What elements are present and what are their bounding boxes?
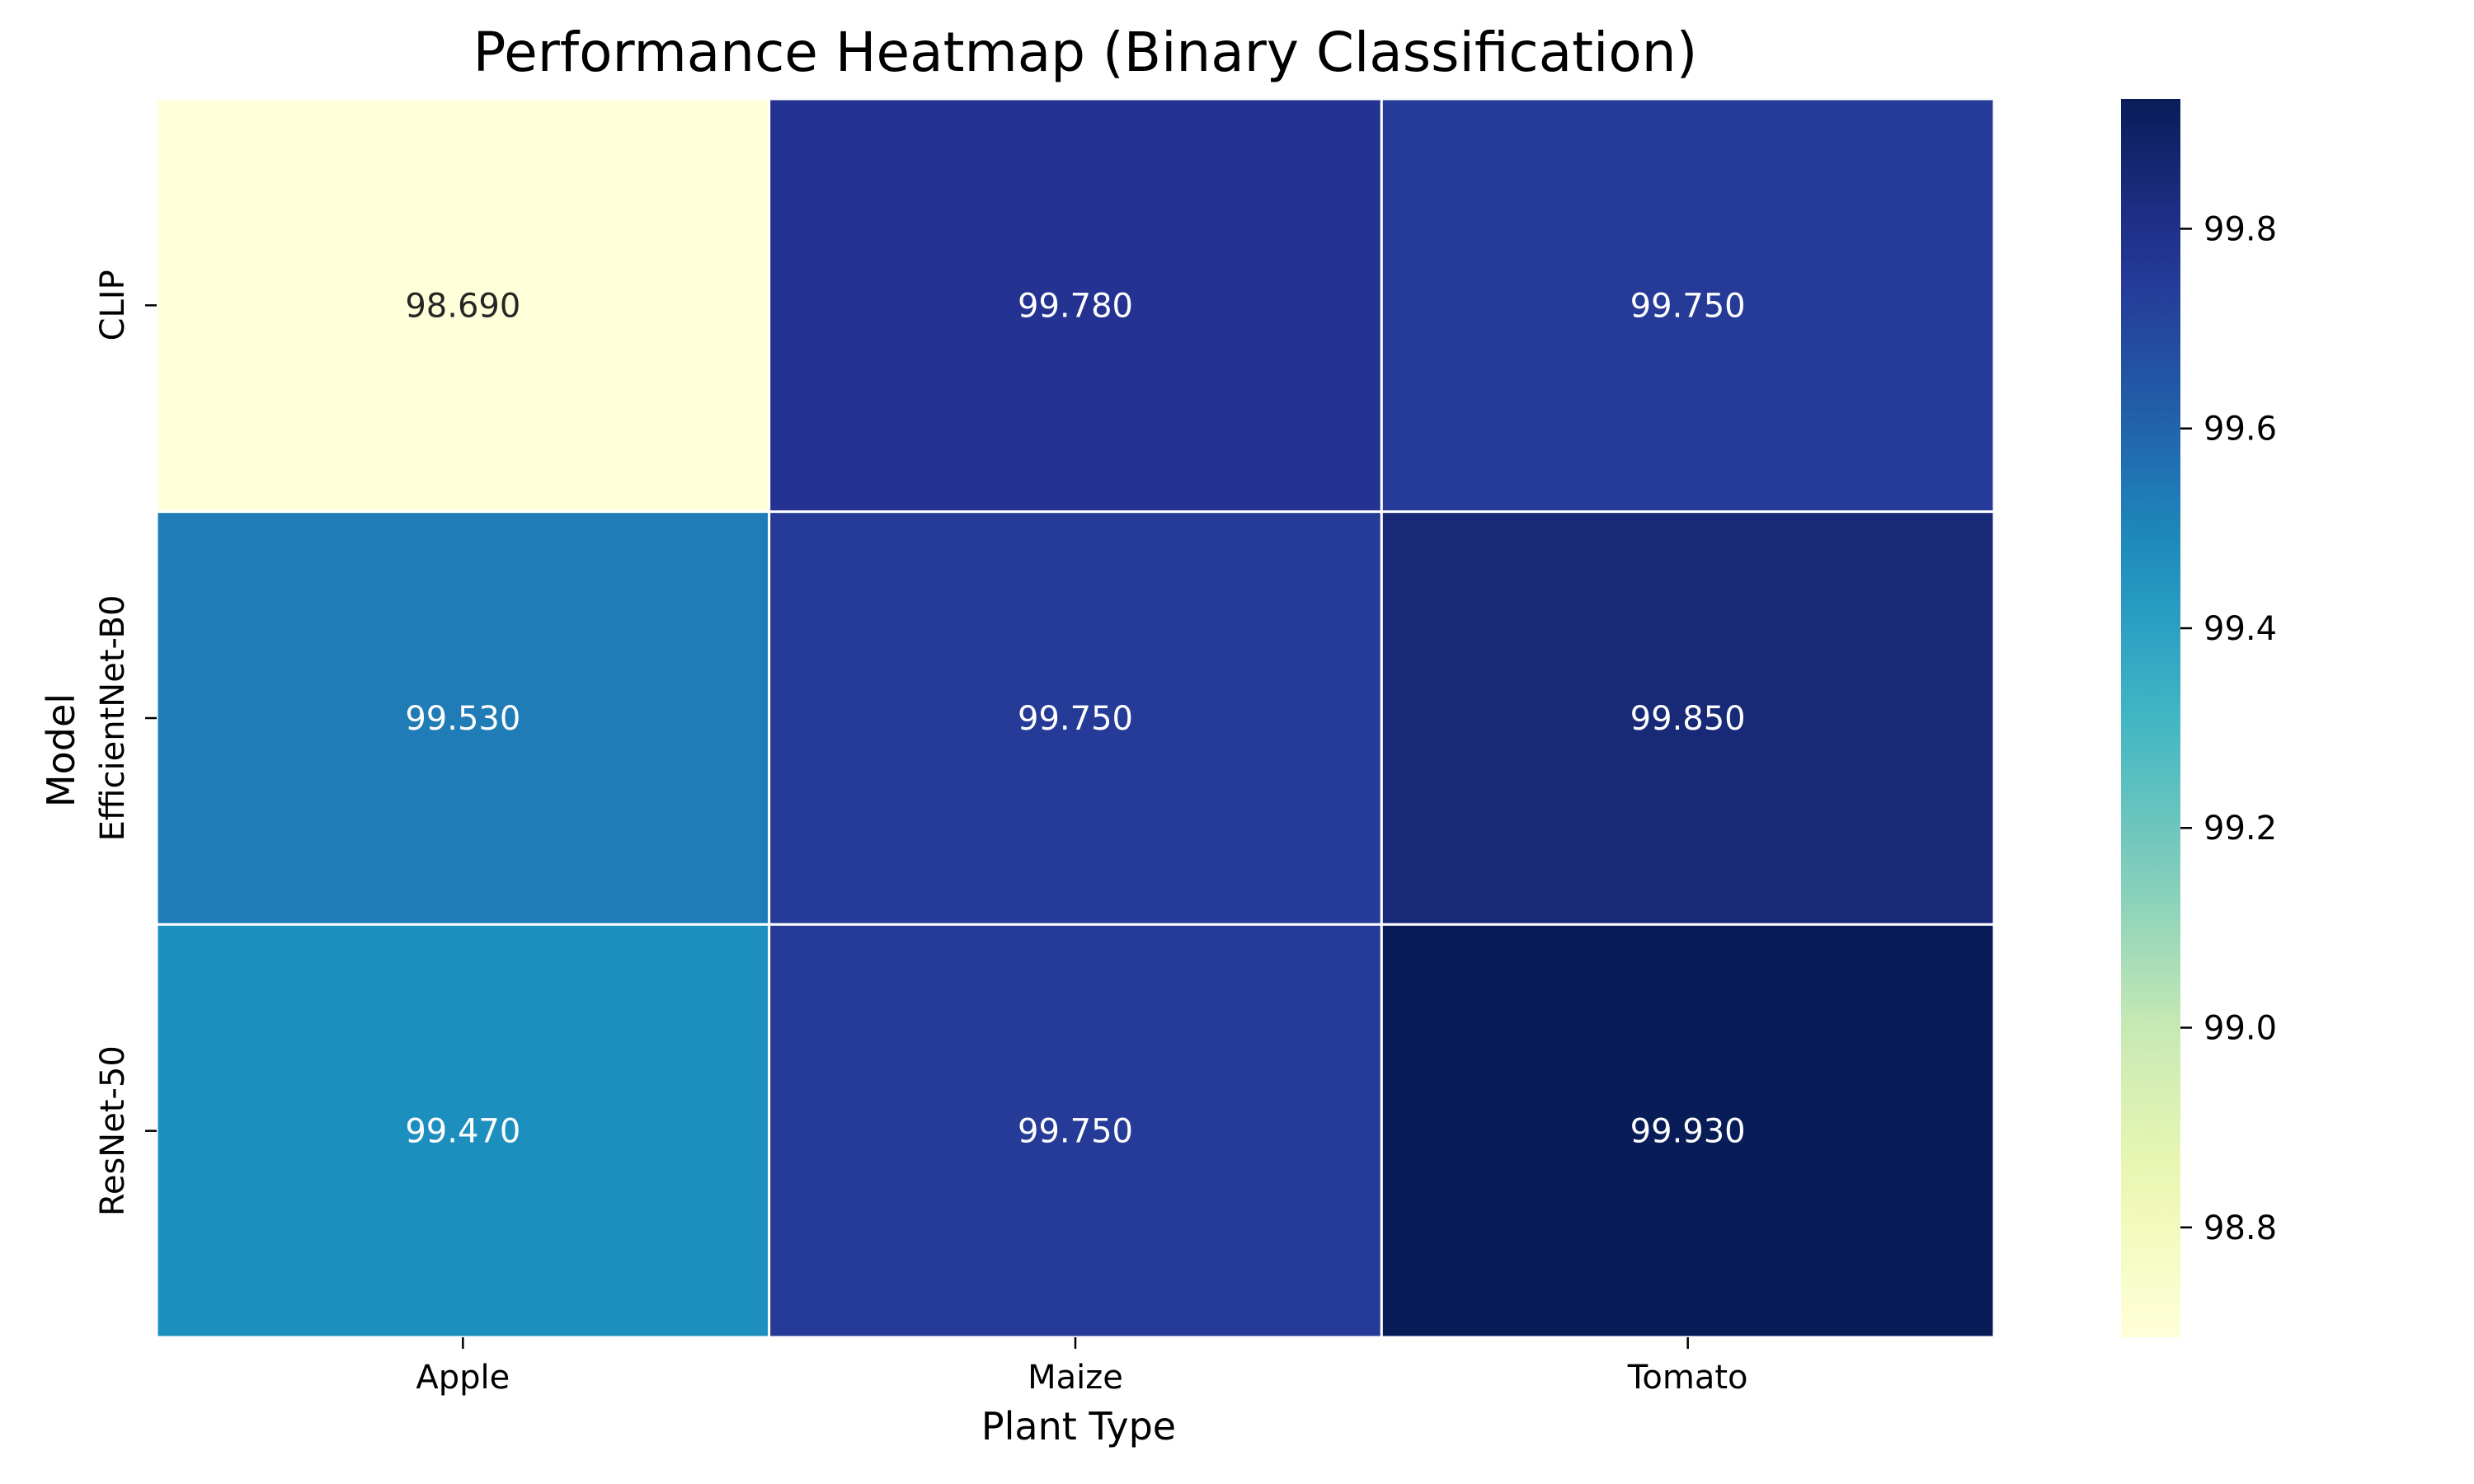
cell-value-label: 99.470: [405, 1113, 520, 1151]
cell-value-label: 99.530: [405, 700, 520, 738]
x-tick-label: Apple: [416, 1359, 510, 1397]
heatmap-cell: [155, 97, 771, 514]
heatmap-cell: [1380, 97, 1996, 514]
colorbar-tick-label: 99.0: [2204, 1010, 2277, 1048]
colorbar: 98.8 99.0 99.2 99.4 99.6 99.8: [2121, 99, 2277, 1337]
cell-value-label: 99.850: [1630, 700, 1746, 738]
y-tick-label: CLIP: [94, 270, 132, 340]
cell-value-label: 99.780: [1018, 287, 1133, 325]
colorbar-tick-label: 98.8: [2204, 1209, 2277, 1247]
colorbar-tick-label: 99.2: [2204, 810, 2277, 848]
heatmap-cells: 98.690 99.780 99.750 99.530 99.750 99.850 99.4…: [155, 97, 1996, 1339]
cell-value-label: 99.750: [1018, 700, 1133, 738]
x-axis-title: Plant Type: [981, 1404, 1176, 1449]
y-tick-label: ResNet-50: [94, 1045, 132, 1216]
heatmap-cell: [1380, 510, 1996, 926]
heatmap-cell: [768, 923, 1383, 1339]
cell-value-label: 99.930: [1630, 1113, 1746, 1151]
heatmap-cell: [768, 97, 1383, 514]
heatmap-cell: [155, 510, 771, 926]
cell-value-label: 98.690: [405, 287, 520, 325]
heatmap-cell: [768, 510, 1383, 926]
colorbar-tick-label: 99.4: [2204, 610, 2277, 648]
cell-value-label: 99.750: [1630, 287, 1746, 325]
y-axis-title: Model: [39, 693, 83, 807]
colorbar-tick-label: 99.8: [2204, 210, 2277, 248]
heatmap-cell: [155, 923, 771, 1339]
colorbar-gradient: [2121, 99, 2180, 1337]
colorbar-tick-label: 99.6: [2204, 411, 2277, 448]
x-tick-label: Tomato: [1627, 1359, 1748, 1397]
x-tick-label: Maize: [1028, 1359, 1123, 1397]
cell-value-label: 99.750: [1018, 1113, 1133, 1151]
y-axis: CLIP EfficientNet-B0 ResNet-50: [94, 270, 157, 1216]
chart-title: Performance Heatmap (Binary Classificati…: [473, 21, 1698, 84]
y-tick-label: EfficientNet-B0: [94, 595, 132, 842]
x-axis: Apple Maize Tomato: [416, 1337, 1748, 1397]
